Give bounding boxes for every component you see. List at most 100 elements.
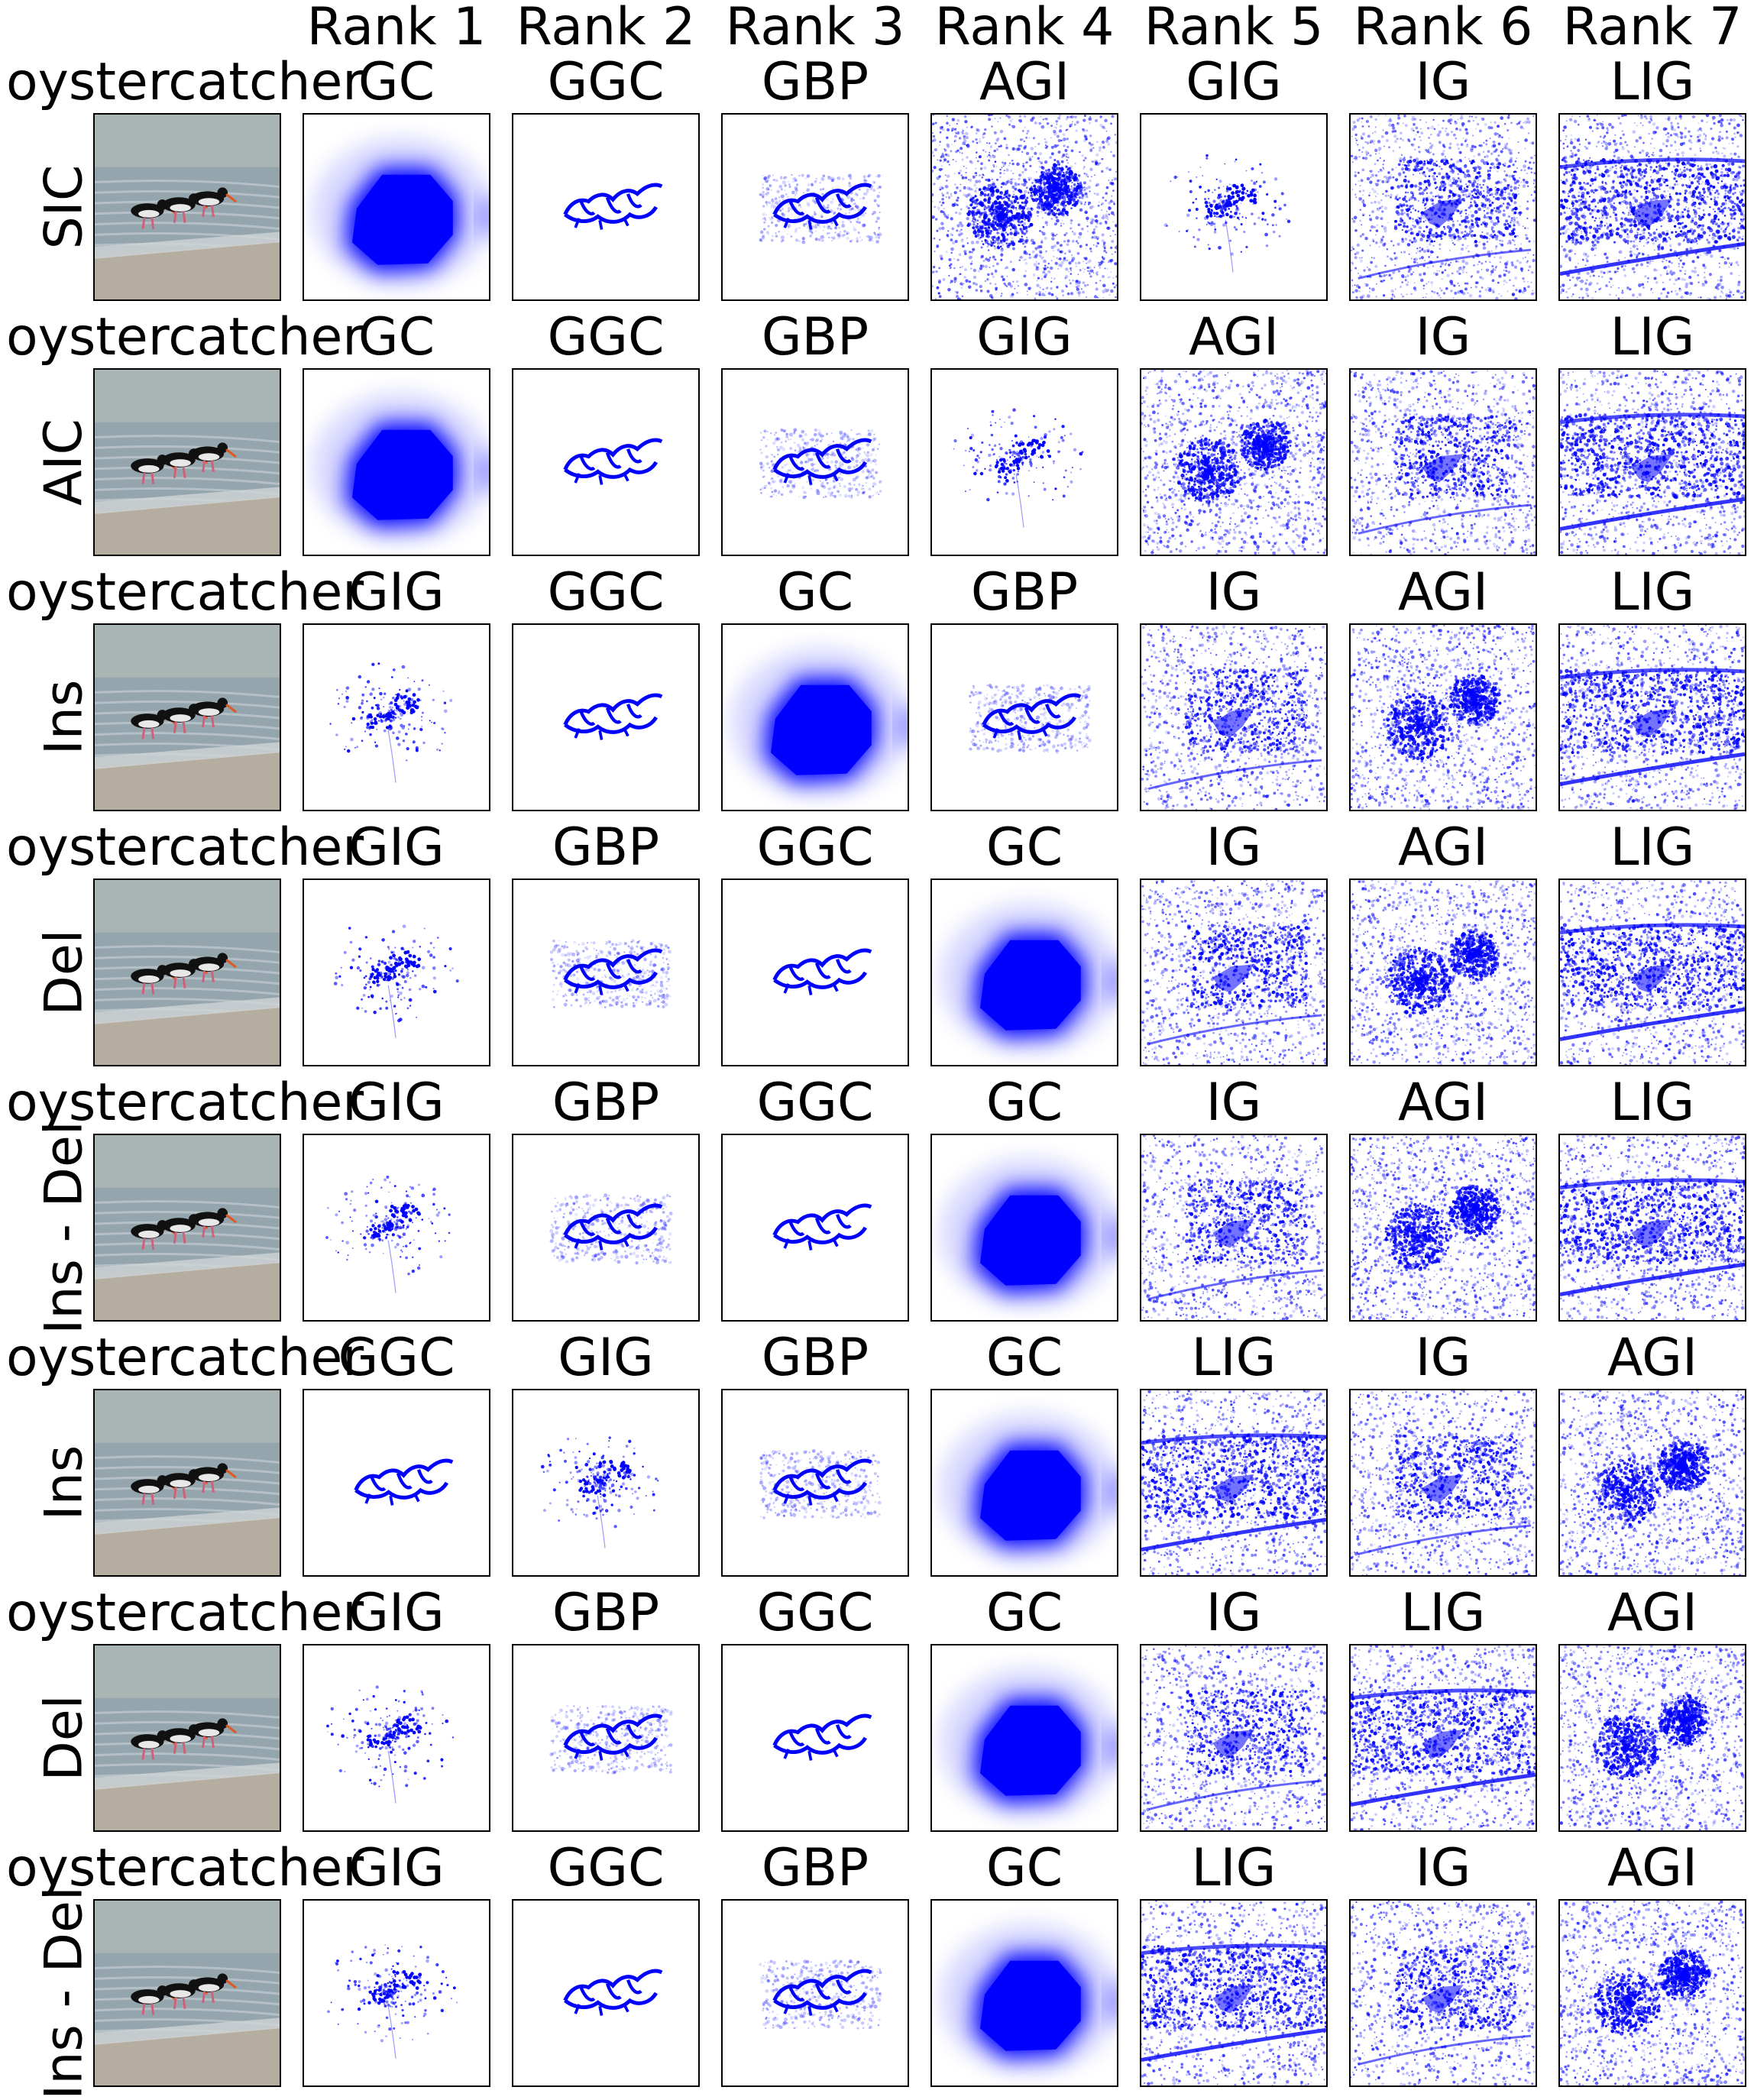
saliency-map-panel (930, 1389, 1118, 1577)
method-label: GBP (914, 565, 1135, 620)
method-label: IG (1332, 55, 1554, 110)
saliency-map (1141, 880, 1326, 1065)
saliency-map-panel (512, 623, 700, 811)
saliency-map (932, 1901, 1117, 2085)
saliency-map-panel (721, 623, 909, 811)
oystercatcher-photo (95, 1901, 280, 2085)
saliency-map (1351, 880, 1536, 1065)
original-image-panel (93, 623, 281, 811)
class-label: oystercatcher (6, 1586, 364, 1641)
rank-header: Rank 1 (286, 0, 507, 55)
saliency-map (304, 370, 489, 555)
saliency-map-panel (1140, 623, 1328, 811)
saliency-map (1141, 1645, 1326, 1830)
method-label: LIG (1332, 1586, 1554, 1641)
oystercatcher-photo (95, 115, 280, 299)
original-image-panel (93, 1899, 281, 2087)
rank-header: Rank 6 (1332, 0, 1554, 55)
saliency-map-panel (721, 1899, 909, 2087)
saliency-map-panel (512, 1134, 700, 1322)
saliency-map-panel (930, 1899, 1118, 2087)
method-label: AGI (1542, 1586, 1754, 1641)
saliency-map-panel (303, 368, 490, 556)
saliency-map (1141, 625, 1326, 810)
saliency-map-panel (1349, 1644, 1537, 1832)
saliency-map (1351, 625, 1536, 810)
oystercatcher-photo (95, 370, 280, 555)
saliency-map-panel (1349, 113, 1537, 301)
saliency-map-panel (303, 1134, 490, 1322)
saliency-map-panel (1558, 879, 1746, 1066)
saliency-map-panel (930, 113, 1118, 301)
method-label: GGC (495, 55, 717, 110)
saliency-map-panel (1140, 1644, 1328, 1832)
method-label: GIG (286, 820, 507, 875)
method-label: LIG (1542, 1076, 1754, 1131)
row-metric-label: Del (34, 1694, 94, 1781)
method-label: AGI (1332, 565, 1554, 620)
saliency-map (513, 880, 698, 1065)
saliency-map-panel (721, 1644, 909, 1832)
saliency-map-panel (303, 879, 490, 1066)
original-image-panel (93, 1644, 281, 1832)
saliency-map (1141, 1135, 1326, 1320)
method-label: GBP (495, 1586, 717, 1641)
saliency-map-panel (512, 113, 700, 301)
class-label: oystercatcher (6, 1841, 364, 1896)
saliency-map-panel (512, 879, 700, 1066)
saliency-map (723, 1901, 908, 2085)
saliency-map (513, 625, 698, 810)
saliency-map-panel (1349, 1899, 1537, 2087)
method-label: GIG (286, 1076, 507, 1131)
row-metric-label: Del (34, 929, 94, 1015)
method-label: LIG (1123, 1331, 1345, 1386)
saliency-map (1141, 1901, 1326, 2085)
saliency-map-panel (512, 368, 700, 556)
saliency-map (932, 880, 1117, 1065)
oystercatcher-photo (95, 1135, 280, 1320)
saliency-map-panel (721, 113, 909, 301)
rank-header: Rank 2 (495, 0, 717, 55)
saliency-map (932, 1135, 1117, 1320)
method-label: GIG (286, 1586, 507, 1641)
saliency-map (1141, 115, 1326, 299)
row-metric-label: Ins - Del (34, 1886, 94, 2099)
saliency-map (1141, 1390, 1326, 1575)
oystercatcher-photo (95, 880, 280, 1065)
method-label: GGC (704, 1586, 926, 1641)
saliency-map-panel (512, 1389, 700, 1577)
saliency-map-panel (1558, 1389, 1746, 1577)
saliency-map (1560, 880, 1745, 1065)
saliency-map (932, 1645, 1117, 1830)
saliency-map (1560, 1390, 1745, 1575)
method-label: GBP (704, 1331, 926, 1386)
class-label: oystercatcher (6, 310, 364, 365)
saliency-map-panel (930, 1134, 1118, 1322)
method-label: LIG (1542, 310, 1754, 365)
original-image-panel (93, 879, 281, 1066)
saliency-map-panel (721, 879, 909, 1066)
original-image-panel (93, 368, 281, 556)
method-label: AGI (1542, 1331, 1754, 1386)
saliency-map-panel (303, 623, 490, 811)
saliency-map-panel (303, 1899, 490, 2087)
saliency-map-panel (512, 1644, 700, 1832)
saliency-map-panel (1558, 113, 1746, 301)
row-metric-label: AIC (34, 419, 94, 506)
method-label: GIG (1123, 55, 1345, 110)
saliency-map-panel (1558, 1899, 1746, 2087)
saliency-map (513, 370, 698, 555)
method-label: GBP (704, 310, 926, 365)
saliency-map-panel (721, 368, 909, 556)
saliency-map-panel (1558, 623, 1746, 811)
class-label: oystercatcher (6, 565, 364, 620)
saliency-map (723, 115, 908, 299)
method-label: GGC (286, 1331, 507, 1386)
saliency-map-panel (512, 1899, 700, 2087)
saliency-map-panel (303, 113, 490, 301)
oystercatcher-photo (95, 625, 280, 810)
saliency-map (304, 1645, 489, 1830)
saliency-map (304, 1390, 489, 1575)
saliency-map (513, 1390, 698, 1575)
